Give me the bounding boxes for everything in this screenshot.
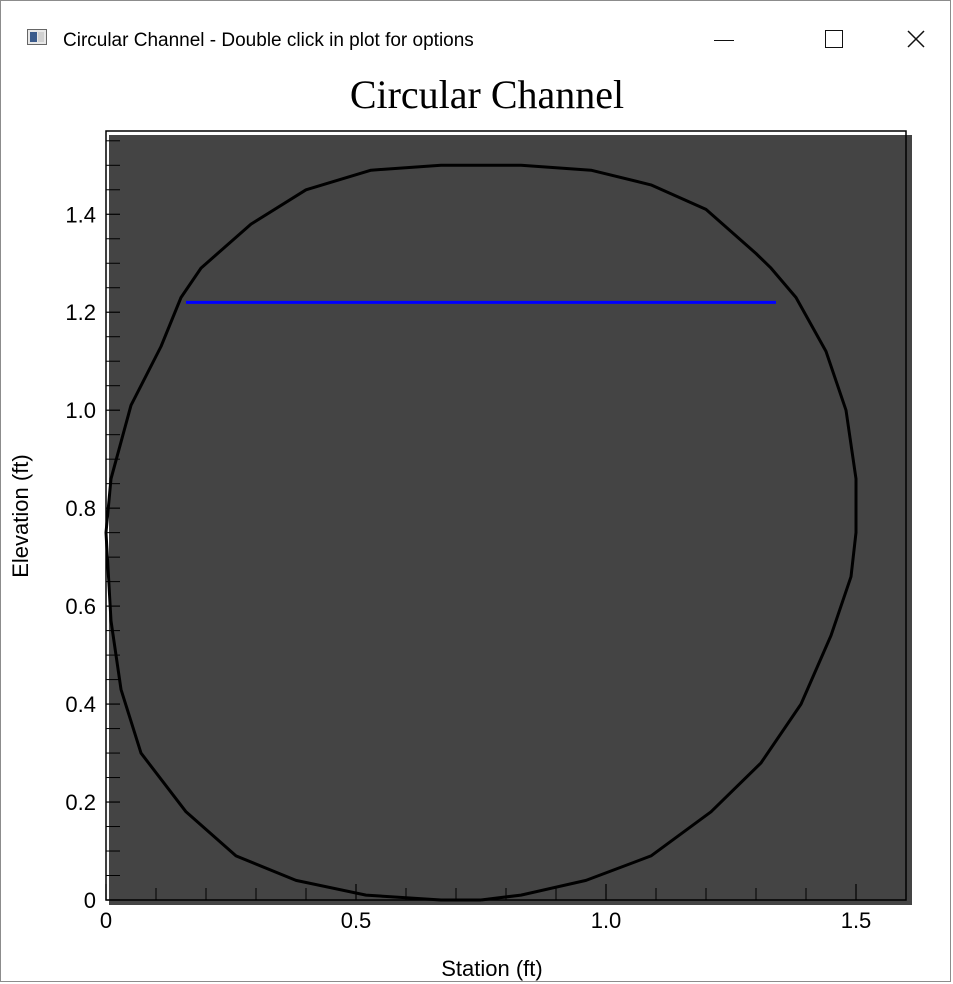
plot-frame-shadow [109, 135, 912, 905]
x-tick-label: 1.0 [591, 908, 622, 933]
minimize-button[interactable] [694, 21, 754, 57]
axis-ticks: 0 0.2 0.4 0.6 0.8 1.0 1.2 1.4 0 0.5 1.0 1.5 [65, 140, 872, 933]
y-tick-label: 0.6 [65, 594, 96, 619]
title-bar[interactable]: Circular Channel - Double click in plot … [1, 1, 950, 51]
y-tick-label: 0.8 [65, 496, 96, 521]
y-tick-label: 1.2 [65, 300, 96, 325]
window-title: Circular Channel - Double click in plot … [63, 30, 474, 51]
app-window-icon[interactable] [27, 29, 47, 45]
y-tick-label: 0.2 [65, 790, 96, 815]
maximize-button[interactable] [804, 21, 864, 57]
y-tick-label: 0.4 [65, 692, 96, 717]
data-series [104, 163, 858, 902]
x-tick-label: 1.5 [841, 908, 872, 933]
channel-section-line [104, 163, 858, 902]
y-tick-label: 1.0 [65, 398, 96, 423]
x-axis-label: Station (ft) [441, 956, 542, 981]
minimize-icon [714, 39, 734, 41]
maximize-icon [825, 30, 843, 48]
close-button[interactable] [886, 21, 946, 57]
close-icon [907, 30, 925, 48]
y-tick-label: 1.4 [65, 202, 96, 227]
x-tick-label: 0 [100, 908, 112, 933]
y-tick-label: 0 [84, 888, 96, 913]
y-axis-label: Elevation (ft) [8, 454, 33, 578]
chart-title: Circular Channel [350, 72, 624, 117]
x-tick-label: 0.5 [341, 908, 372, 933]
